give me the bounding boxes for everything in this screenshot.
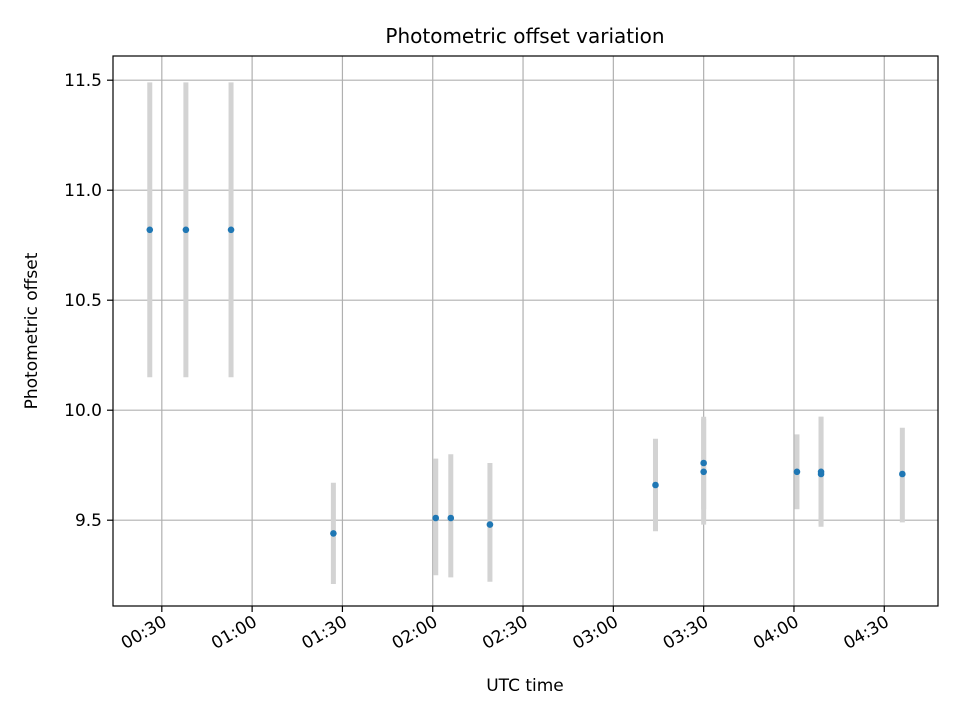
data-point	[700, 459, 707, 467]
y-tick-label: 9.5	[75, 511, 102, 531]
chart-title: Photometric offset variation	[385, 24, 664, 48]
y-tick-label: 10.0	[64, 401, 102, 421]
data-point	[227, 226, 235, 234]
x-axis-label: UTC time	[486, 676, 564, 696]
y-tick-label: 11.5	[64, 71, 102, 91]
data-point	[486, 521, 494, 528]
y-axis-label: Photometric offset	[22, 252, 42, 409]
data-point	[700, 468, 707, 476]
data-point	[432, 514, 440, 522]
plot-frame	[112, 55, 939, 607]
data-point	[899, 470, 906, 478]
data-point	[330, 530, 337, 537]
data-point	[652, 481, 659, 489]
data-point	[817, 470, 825, 478]
grid	[113, 56, 938, 606]
data-points	[146, 226, 906, 537]
data-point	[793, 468, 801, 476]
data-point	[447, 514, 455, 522]
y-tick-label: 11.0	[64, 181, 102, 201]
data-point	[146, 226, 154, 234]
y-tick-label: 10.5	[64, 291, 102, 311]
data-point	[182, 226, 190, 234]
